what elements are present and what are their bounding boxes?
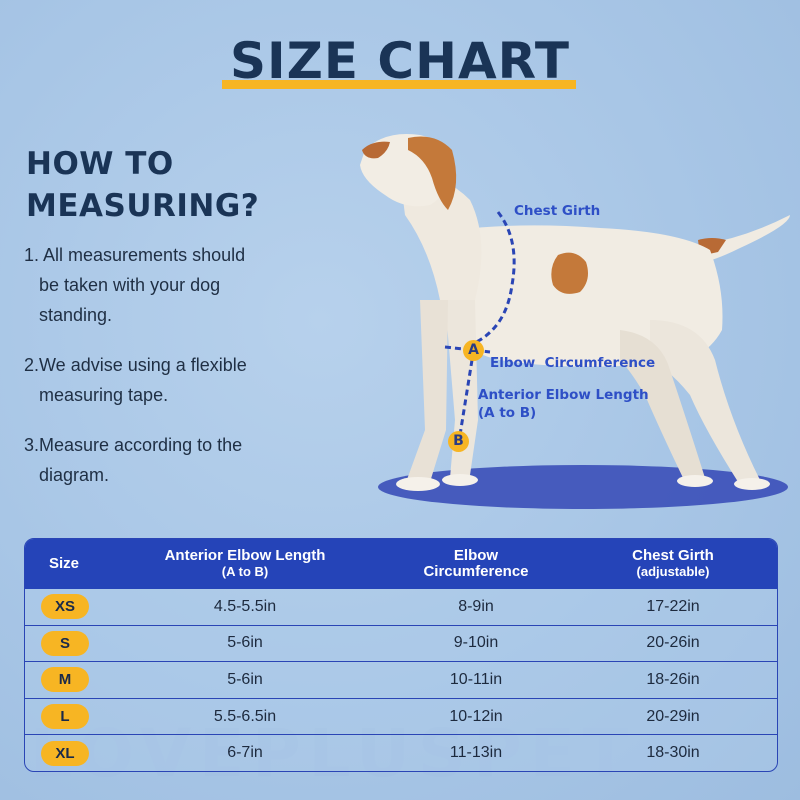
anterior-cell: 5-6in <box>227 670 263 688</box>
step-2-line1: 2.We advise using a flexible <box>24 355 247 375</box>
header-anterior-title: Anterior Elbow Length <box>164 547 326 564</box>
header-anterior: Anterior Elbow Length (A to B) <box>107 548 383 580</box>
elbow-cell: 9-10in <box>453 634 499 652</box>
chest-girth-line <box>469 211 516 347</box>
header-elbow-title: Elbow <box>453 547 499 564</box>
size-badge: M <box>41 667 89 693</box>
chest-cell: 18-26in <box>646 670 700 688</box>
header-anterior-sub: (A to B) <box>221 564 269 579</box>
instruction-step-1: 1. All measurements should be taken with… <box>24 240 289 330</box>
table-row: XL 6-7in 11-13in 18-30in <box>25 735 777 771</box>
header-chest: Chest Girth (adjustable) <box>569 548 777 580</box>
table-row: XS 4.5-5.5in 8-9in 17-22in <box>25 589 777 626</box>
anterior-length-line <box>458 359 474 436</box>
table-header: Size Anterior Elbow Length (A to B) Elbo… <box>25 539 777 589</box>
dog-illustration <box>360 134 790 509</box>
elbow-circumference-label: Elbow Circumference <box>490 355 656 371</box>
anterior-elbow-length-label: Anterior Elbow Length <box>478 387 649 403</box>
title-underline <box>222 80 576 89</box>
elbow-cell: 11-13in <box>449 744 503 762</box>
step-2-line2: measuring tape. <box>39 385 169 405</box>
table-row: M 5-6in 10-11in 18-26in <box>25 662 777 699</box>
chest-cell: 18-30in <box>646 744 700 762</box>
page-title: SIZE CHART <box>229 32 571 90</box>
marker-b: B <box>448 431 469 452</box>
size-badge: L <box>41 704 89 730</box>
chest-cell: 20-26in <box>646 634 700 652</box>
elbow-cell: 10-12in <box>449 707 503 725</box>
elbow-cell: 10-11in <box>449 670 503 688</box>
header-elbow-sub: Circumference <box>423 563 529 580</box>
anterior-cell: 6-7in <box>227 744 263 762</box>
how-to-heading-line2: MEASURING? <box>26 188 260 224</box>
step-1-line2: be taken with your dog standing. <box>39 275 221 325</box>
dog-measurement-diagram <box>360 134 790 509</box>
anterior-elbow-length-sublabel: (A to B) <box>478 405 537 421</box>
table-row: S 5-6in 9-10in 20-26in <box>25 626 777 663</box>
header-size: Size <box>49 555 80 572</box>
header-chest-title: Chest Girth <box>632 547 714 564</box>
table-row: L 5.5-6.5in 10-12in 20-29in <box>25 699 777 736</box>
instruction-step-2: 2.We advise using a flexible measuring t… <box>24 350 289 410</box>
how-to-heading-line1: HOW TO <box>26 146 174 182</box>
chest-cell: 17-22in <box>646 597 700 615</box>
size-badge: XS <box>41 594 89 620</box>
step-3-line1: 3.Measure according to the <box>24 435 243 455</box>
anterior-cell: 5-6in <box>227 634 263 652</box>
header-elbow: Elbow Circumference <box>383 548 569 580</box>
chest-girth-label: Chest Girth <box>514 203 601 219</box>
anterior-cell: 5.5-6.5in <box>213 707 277 725</box>
elbow-cell: 8-9in <box>458 597 494 615</box>
step-1-line1: 1. All measurements should <box>24 245 246 265</box>
instruction-step-3: 3.Measure according to the diagram. <box>24 430 289 490</box>
chest-cell: 20-29in <box>646 707 700 725</box>
size-badge: S <box>41 630 89 656</box>
marker-a: A <box>463 340 484 361</box>
header-chest-sub: (adjustable) <box>636 564 710 579</box>
anterior-cell: 4.5-5.5in <box>213 597 277 615</box>
size-table: Size Anterior Elbow Length (A to B) Elbo… <box>24 538 778 772</box>
size-badge: XL <box>41 740 89 766</box>
step-3-line2: diagram. <box>39 465 110 485</box>
how-to-heading: HOW TO MEASURING? <box>26 143 259 227</box>
